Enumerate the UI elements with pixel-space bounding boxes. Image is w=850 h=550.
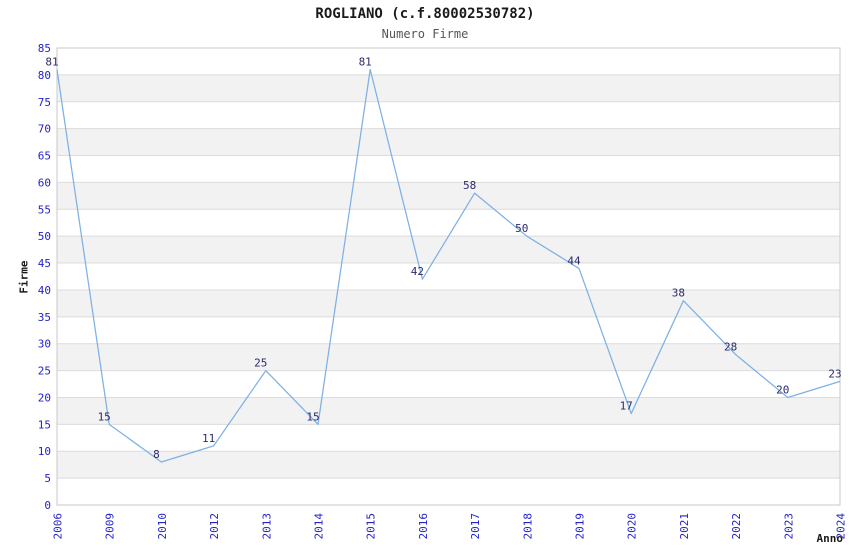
svg-text:17: 17 <box>620 400 633 413</box>
svg-text:2020: 2020 <box>626 513 639 540</box>
svg-text:75: 75 <box>38 96 51 109</box>
svg-text:15: 15 <box>98 410 111 423</box>
svg-text:81: 81 <box>359 56 372 69</box>
svg-text:25: 25 <box>38 365 51 378</box>
svg-text:5: 5 <box>44 472 51 485</box>
svg-text:10: 10 <box>38 445 51 458</box>
svg-text:25: 25 <box>254 357 267 370</box>
svg-text:42: 42 <box>411 265 424 278</box>
value-labels: 81 15 8 11 25 15 81 42 58 50 44 17 38 28 20 23 <box>45 56 841 461</box>
y-tick-labels: 0 5 10 15 20 25 30 35 40 45 50 55 60 65 70 75 80 85 <box>38 42 51 512</box>
svg-text:15: 15 <box>306 410 319 423</box>
svg-text:2012: 2012 <box>208 513 221 540</box>
svg-text:50: 50 <box>515 222 528 235</box>
svg-text:2023: 2023 <box>782 513 795 540</box>
svg-text:81: 81 <box>45 56 58 69</box>
plot-border <box>56 47 841 506</box>
svg-text:23: 23 <box>828 367 841 380</box>
svg-text:45: 45 <box>38 257 51 270</box>
svg-text:2021: 2021 <box>678 513 691 540</box>
svg-text:85: 85 <box>38 42 51 55</box>
svg-text:55: 55 <box>38 203 51 216</box>
svg-text:50: 50 <box>38 230 51 243</box>
svg-text:2009: 2009 <box>104 513 117 540</box>
svg-text:0: 0 <box>44 499 51 512</box>
data-line <box>56 68 841 463</box>
svg-text:44: 44 <box>567 254 581 267</box>
svg-text:28: 28 <box>724 340 737 353</box>
chart-title: ROGLIANO (c.f.80002530782) <box>315 6 535 22</box>
svg-text:11: 11 <box>202 432 215 445</box>
svg-text:2024: 2024 <box>835 513 848 540</box>
svg-text:38: 38 <box>672 287 685 300</box>
svg-text:2022: 2022 <box>730 513 743 540</box>
gridlines <box>57 74 840 479</box>
svg-text:58: 58 <box>463 179 476 192</box>
svg-text:15: 15 <box>38 418 51 431</box>
svg-text:8: 8 <box>153 448 160 461</box>
svg-text:2019: 2019 <box>574 513 587 540</box>
plot-bands <box>57 48 840 505</box>
svg-text:2017: 2017 <box>469 513 482 540</box>
x-axis-title: Anno <box>816 532 844 545</box>
svg-text:70: 70 <box>38 123 51 136</box>
svg-text:40: 40 <box>38 284 51 297</box>
svg-text:20: 20 <box>38 391 51 404</box>
svg-text:20: 20 <box>776 383 789 396</box>
svg-text:2018: 2018 <box>521 513 534 540</box>
svg-text:60: 60 <box>38 176 51 189</box>
chart-subtitle: Numero Firme <box>381 27 469 41</box>
svg-text:35: 35 <box>38 311 51 324</box>
svg-text:65: 65 <box>38 150 51 163</box>
svg-text:30: 30 <box>38 338 51 351</box>
x-tick-labels: 2006 2009 2010 2012 2013 2014 2015 2016 2017 2018… <box>52 513 848 540</box>
svg-text:2015: 2015 <box>365 513 378 540</box>
svg-text:2006: 2006 <box>52 513 65 540</box>
svg-text:2014: 2014 <box>313 513 326 540</box>
svg-text:80: 80 <box>38 69 51 82</box>
svg-text:2010: 2010 <box>156 513 169 540</box>
svg-text:2016: 2016 <box>417 513 430 540</box>
svg-text:2013: 2013 <box>260 513 273 540</box>
